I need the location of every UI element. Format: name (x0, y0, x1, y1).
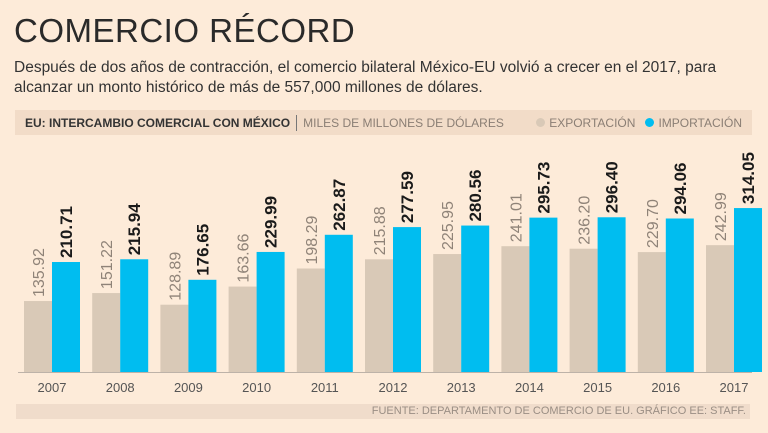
bar-export-2016 (637, 252, 666, 372)
x-tick-label: 2009 (174, 380, 203, 395)
data-label-export-2007: 135.92 (31, 248, 48, 297)
bar-import-2016 (665, 218, 694, 372)
data-label-export-2011: 198.29 (304, 215, 321, 264)
source-note: FUENTE: DEPARTAMENTO DE COMERCIO DE EU. … (16, 404, 750, 419)
data-label-export-2016: 229.70 (645, 199, 662, 248)
data-label-import-2007: 210.71 (57, 206, 76, 258)
bar-export-2014 (501, 246, 530, 372)
data-label-import-2010: 229.99 (262, 196, 281, 248)
data-label-import-2012: 277.59 (398, 171, 417, 223)
source-text: FUENTE: DEPARTAMENTO DE COMERCIO DE EU. … (371, 405, 746, 417)
bar-import-2010 (256, 251, 285, 372)
data-label-export-2009: 128.89 (167, 252, 184, 301)
bar-export-2008 (92, 293, 121, 372)
data-label-export-2015: 236.20 (577, 196, 594, 245)
bar-export-2010 (228, 286, 257, 372)
x-tick-label: 2007 (38, 380, 67, 395)
legend-label-import: IMPORTACIÓN (658, 115, 742, 130)
subtitle: Después de dos años de contracción, el c… (14, 59, 717, 96)
bar-import-2009 (188, 279, 217, 372)
data-label-export-2008: 151.22 (99, 240, 116, 289)
chart-title: EU: INTERCAMBIO COMERCIAL CON MÉXICO (25, 115, 291, 130)
data-label-import-2015: 296.40 (603, 161, 622, 213)
legend-dot-import (645, 118, 655, 127)
bar-import-2011 (324, 234, 353, 372)
bar-import-2008 (120, 259, 149, 372)
bar-export-2017 (706, 245, 734, 372)
x-tick-label: 2008 (106, 380, 135, 395)
bar-import-2007 (52, 262, 80, 372)
bar-export-2007 (24, 301, 52, 372)
data-label-import-2014: 295.73 (534, 162, 553, 214)
unit-label: MILES DE MILLONES DE DÓLARES (303, 115, 504, 130)
data-label-import-2013: 280.56 (466, 170, 485, 222)
bar-import-2012 (393, 227, 421, 372)
bar-export-2015 (569, 248, 598, 372)
legend-dot-export (536, 118, 546, 127)
page-title: COMERCIO RÉCORD (14, 12, 356, 49)
data-label-export-2017: 242.99 (713, 192, 730, 241)
bar-export-2011 (296, 268, 325, 372)
data-label-export-2014: 241.01 (508, 193, 525, 242)
data-label-export-2013: 225.95 (440, 201, 457, 250)
x-tick-label: 2017 (720, 380, 749, 395)
legend-label-export: EXPORTACIÓN (549, 115, 636, 130)
bar-import-2015 (597, 217, 626, 372)
bar-import-2013 (461, 225, 490, 372)
chart-header: EU: INTERCAMBIO COMERCIAL CON MÉXICO MIL… (15, 110, 752, 135)
x-tick-label: 2014 (515, 380, 544, 395)
legend-import: IMPORTACIÓN (645, 116, 742, 130)
legend-export: EXPORTACIÓN (536, 116, 635, 130)
bar-import-2014 (529, 217, 558, 372)
x-tick-label: 2011 (311, 380, 339, 395)
x-tick-label: 2012 (379, 380, 408, 395)
x-tick-label: 2016 (651, 380, 680, 395)
bar-export-2012 (365, 259, 393, 372)
data-label-export-2010: 163.66 (236, 234, 253, 283)
x-tick-label: 2013 (447, 380, 476, 395)
x-tick-label: 2015 (583, 380, 612, 395)
bar-export-2009 (160, 304, 189, 372)
bar-import-2017 (734, 208, 762, 372)
data-label-import-2011: 262.87 (330, 179, 349, 231)
data-label-import-2008: 215.94 (125, 203, 144, 256)
data-label-export-2012: 215.88 (372, 206, 389, 255)
x-tick-label: 2010 (242, 380, 271, 395)
data-label-import-2017: 314.05 (739, 152, 758, 204)
data-label-import-2016: 294.06 (671, 163, 690, 215)
data-label-import-2009: 176.65 (193, 224, 212, 276)
bar-export-2013 (433, 254, 462, 372)
divider (296, 114, 298, 131)
